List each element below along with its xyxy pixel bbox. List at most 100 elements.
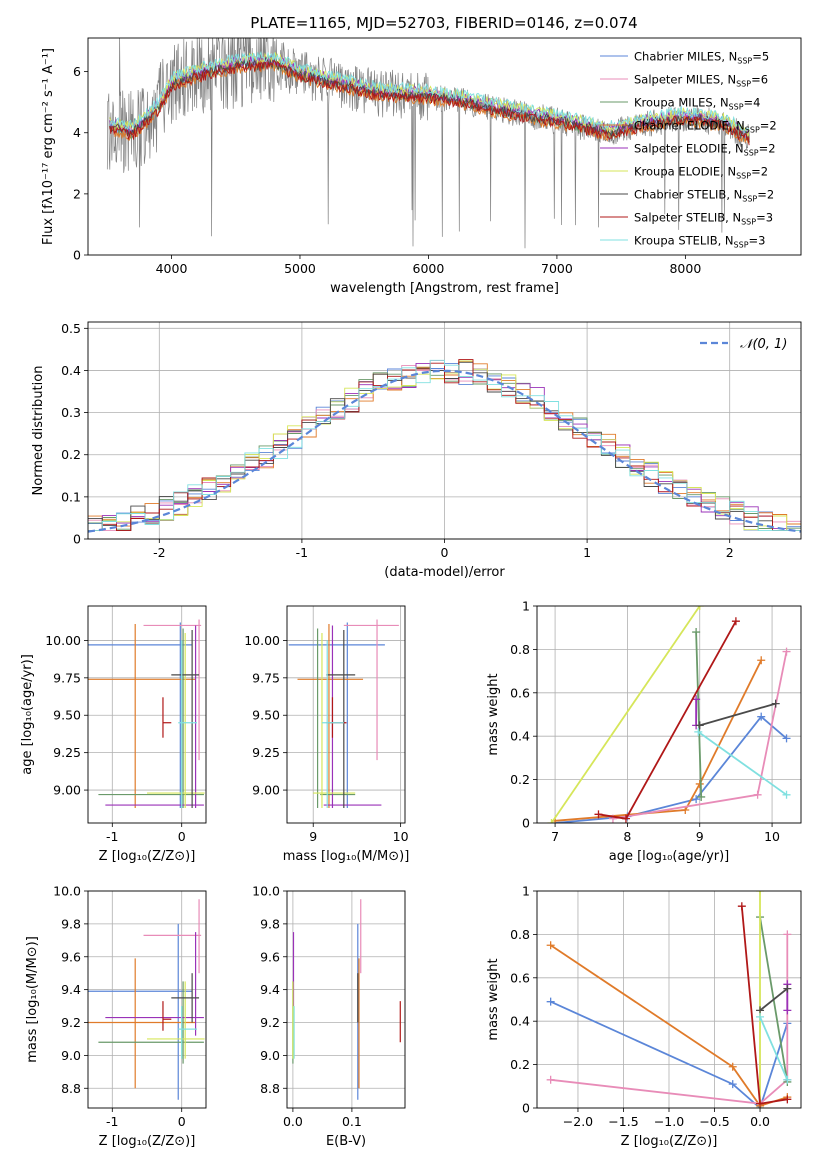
x-axis-label: E(B-V) (326, 1134, 366, 1149)
x-tick-label: 5000 (284, 261, 316, 276)
panel-mass_vs_Z: -1 0 8.8 9.0 9.2 9.4 9.6 9.8 10.0 Z [log₁₀(Z/Z⊙)]… (25, 884, 207, 1149)
weight-line-0 (550, 1000, 789, 1108)
y-tick-label: 0 (522, 816, 530, 831)
x-tick-label: 0 (178, 829, 186, 844)
weight-marker-7 (756, 1099, 765, 1108)
y-tick-label: 9.75 (53, 670, 81, 685)
weight-marker-1 (728, 1062, 737, 1071)
x-axis-label: Z [log₁₀(Z/Z⊙)] (99, 849, 196, 864)
y-tick-label: 0 (522, 1101, 530, 1116)
legend-label: 𝒩(0, 1) (740, 337, 787, 352)
x-tick-label: 7 (551, 829, 559, 844)
y-axis-label: mass [log₁₀(M/M⊙)] (25, 936, 40, 1063)
legend-text: Chabrier STELIB, N (634, 188, 742, 202)
y-tick-label: 9.4 (61, 982, 81, 997)
legend-text: Salpeter MILES, N (634, 73, 736, 87)
x-tick-label: -1 (106, 1114, 118, 1129)
weight-marker-5 (756, 891, 765, 895)
y-tick-label: 0 (73, 532, 81, 547)
y-tick-label: 0.2 (61, 447, 81, 462)
x-tick-label: 2 (726, 545, 734, 560)
panel-weight_vs_Z: −2.0 −1.5 −1.0 −0.5 0.0 0 0.2 0.4 0.6 0.8 1 Z [log₁… (486, 884, 802, 1149)
y-tick-label: 9.25 (53, 745, 81, 760)
weight-marker-7 (783, 1095, 792, 1104)
x-tick-label: -2 (153, 545, 165, 560)
weight-marker-1 (546, 941, 555, 950)
weight-marker-5 (695, 606, 704, 610)
legend-subscript: SSP (744, 149, 759, 158)
legend-count: =3 (756, 211, 773, 225)
legend-label-8: Kroupa STELIB, NSSP=3 (634, 234, 765, 250)
model-spectrum-8 (109, 50, 750, 133)
legend-subscript: SSP (734, 241, 749, 250)
weight-marker-2 (546, 1075, 555, 1084)
y-tick-label: 0.2 (510, 772, 530, 787)
y-tick-label: 9.50 (252, 708, 280, 723)
y-tick-label: 0.8 (510, 927, 530, 942)
x-tick-label: 9 (696, 829, 704, 844)
figure-title: PLATE=1165, MJD=52703, FIBERID=0146, z=0… (250, 14, 637, 32)
weight-line-6 (759, 987, 788, 1012)
weight-marker-8 (783, 1075, 792, 1084)
weight-marker-6 (695, 721, 704, 730)
legend-count: =5 (752, 50, 769, 64)
plot-area (88, 359, 801, 533)
plot-area (88, 899, 205, 1100)
legend-label-2: Kroupa MILES, NSSP=4 (634, 96, 760, 112)
plot-area (88, 619, 205, 809)
legend-label-5: Kroupa ELODIE, NSSP=2 (634, 165, 768, 181)
y-tick-label: 0.2 (510, 1057, 530, 1072)
y-tick-label: 0.5 (61, 321, 81, 336)
weight-marker-1 (757, 656, 766, 665)
y-tick-label: 9.50 (53, 708, 81, 723)
axes-frame (286, 890, 406, 1109)
legend: 𝒩(0, 1) (700, 337, 787, 352)
legend-text: Chabrier MILES, N (634, 50, 737, 64)
weight-marker-6 (771, 699, 780, 708)
weight-marker-3 (692, 628, 701, 637)
weight-marker-2 (783, 930, 792, 939)
legend-label-1: Salpeter MILES, NSSP=6 (634, 73, 768, 89)
y-tick-label: 9.00 (252, 783, 280, 798)
weight-marker-0 (692, 795, 701, 804)
legend-subscript: SSP (729, 103, 744, 112)
legend-label-4: Salpeter ELODIE, NSSP=2 (634, 142, 776, 158)
axes-frame (87, 890, 207, 1109)
weight-line-5 (550, 606, 701, 823)
weight-line-8 (759, 1016, 789, 1081)
weight-line-7 (740, 906, 788, 1105)
legend-subscript: SSP (742, 195, 757, 204)
y-tick-label: 4 (73, 125, 81, 140)
x-axis-label: wavelength [Angstrom, rest frame] (330, 281, 559, 296)
legend-subscript: SSP (737, 57, 752, 66)
weight-line-6 (699, 702, 776, 727)
weight-marker-0 (782, 734, 791, 743)
weight-marker-1 (695, 779, 704, 788)
weight-line-3 (695, 631, 703, 798)
y-tick-label: 2 (73, 186, 81, 201)
x-tick-label: 10 (393, 829, 409, 844)
panel-age_vs_mass: 9 10 9.00 9.25 9.50 9.75 10.00 mass [log₁₀(M/M⊙… (244, 605, 410, 864)
y-tick-label: 9.75 (252, 670, 280, 685)
x-tick-label: 8 (623, 829, 631, 844)
y-tick-label: 9.6 (61, 949, 81, 964)
y-axis-label: age [log₁₀(age/yr)] (20, 654, 35, 775)
weight-marker-8 (694, 727, 703, 736)
y-axis-label: mass weight (486, 958, 501, 1040)
legend-subscript: SSP (745, 126, 760, 135)
x-tick-label: 4000 (156, 261, 188, 276)
plot-area (546, 891, 792, 1108)
weight-marker-2 (782, 647, 791, 656)
x-axis-label: mass [log₁₀(M/M⊙)] (283, 849, 410, 864)
weight-marker-8 (782, 790, 791, 799)
y-tick-label: 9.0 (260, 1048, 280, 1063)
legend-subscript: SSP (736, 80, 751, 89)
x-tick-label: −1.5 (608, 1114, 638, 1129)
weight-marker-0 (757, 712, 766, 721)
plot-area (288, 619, 399, 809)
x-tick-label: -1 (106, 829, 118, 844)
y-tick-label: 0.1 (61, 489, 81, 504)
axes-frame (536, 605, 802, 824)
weight-marker-5 (547, 819, 556, 823)
